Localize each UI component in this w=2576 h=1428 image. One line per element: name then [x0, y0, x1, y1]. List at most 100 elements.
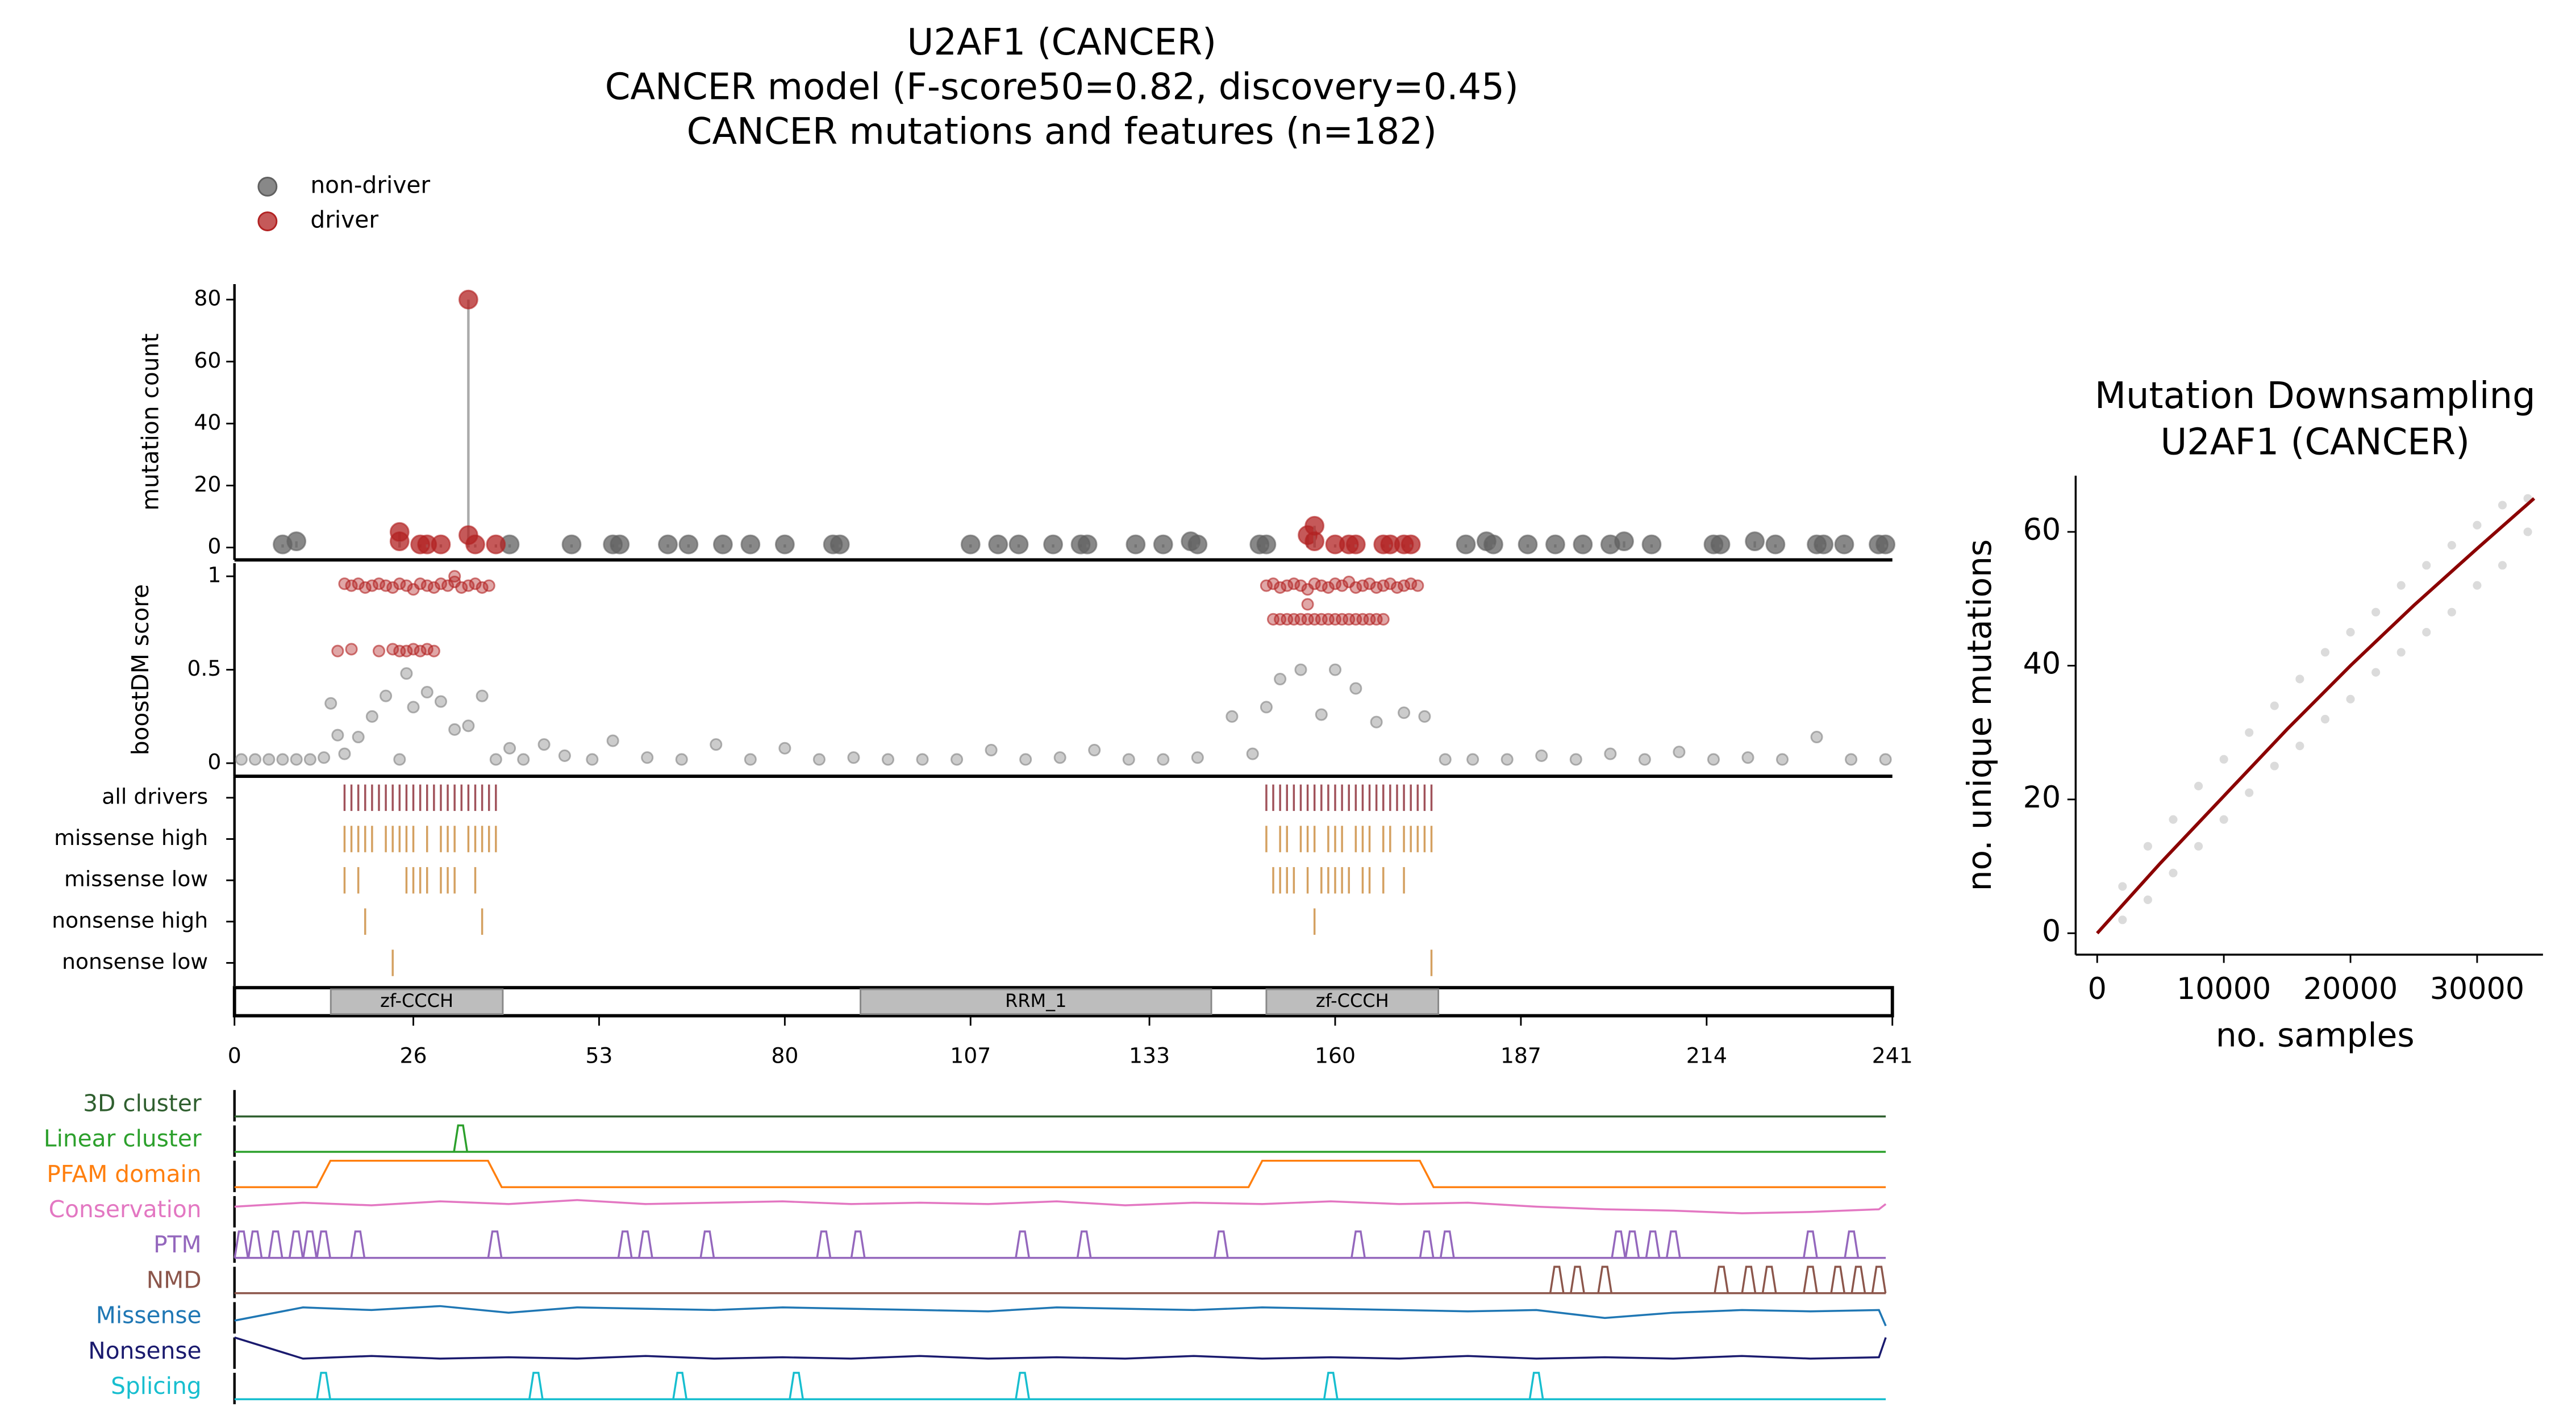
legend-label: non-driver [310, 171, 430, 198]
point [324, 697, 337, 710]
point [1439, 753, 1452, 766]
point [1363, 577, 1376, 590]
point [1187, 534, 1208, 555]
track-peak [699, 1230, 715, 1258]
point [812, 753, 826, 766]
point [400, 667, 413, 680]
point [1810, 730, 1823, 744]
point [1573, 534, 1593, 555]
point [1483, 534, 1503, 555]
track-peak [1624, 1230, 1640, 1258]
legend-marker [257, 211, 278, 231]
point [465, 534, 485, 555]
sample-point [2219, 755, 2228, 764]
point [303, 753, 316, 766]
point [1322, 581, 1335, 594]
track-label: Splicing [111, 1372, 202, 1400]
point [400, 579, 413, 592]
track-peak [1871, 1265, 1887, 1294]
track-label: PTM [153, 1231, 201, 1258]
point [393, 753, 406, 766]
point [1398, 706, 1411, 719]
y-axis-label: mutation count [136, 334, 164, 511]
domain-label: zf-CCCH [1316, 990, 1389, 1011]
sample-point [2169, 815, 2178, 824]
track-peak [528, 1372, 544, 1400]
point [1641, 534, 1662, 555]
track-peak [453, 1124, 469, 1152]
point [830, 534, 850, 555]
point [1077, 534, 1098, 555]
x-tick-label: 53 [585, 1043, 612, 1068]
track-peak [288, 1230, 304, 1258]
sample-point [2346, 694, 2355, 703]
sample-point [2523, 527, 2532, 536]
track-label: 3D cluster [83, 1089, 202, 1117]
point [489, 753, 502, 766]
point [1304, 531, 1325, 552]
point [1814, 534, 1834, 555]
track-peak [1803, 1230, 1818, 1258]
row-label: missense high [54, 825, 208, 850]
point [389, 531, 410, 552]
point [1053, 751, 1066, 764]
track-peak [1015, 1230, 1030, 1258]
point [1274, 673, 1287, 686]
point [352, 730, 365, 744]
trend-line [2096, 497, 2536, 935]
point [503, 742, 516, 755]
y-tick-label: 0 [207, 534, 221, 559]
point [276, 753, 289, 766]
x-tick-label: 30000 [2430, 972, 2524, 1006]
point [448, 723, 461, 736]
point [558, 749, 571, 762]
point [431, 534, 451, 555]
point [1256, 534, 1277, 555]
point [1088, 743, 1101, 757]
point [1535, 749, 1548, 762]
track-line [234, 1337, 1887, 1360]
sample-point [2371, 668, 2381, 677]
point [1710, 534, 1731, 555]
domain-label: zf-CCCH [380, 990, 453, 1011]
point [441, 579, 455, 592]
track-peak [1803, 1265, 1818, 1294]
sample-point [2396, 648, 2406, 657]
point [1226, 710, 1239, 723]
sample-point [2422, 628, 2431, 637]
x-tick-label: 187 [1500, 1043, 1541, 1068]
point [675, 753, 688, 766]
x-tick-label: 0 [2088, 972, 2107, 1006]
chart-title: Mutation Downsampling [2095, 375, 2536, 417]
point [988, 534, 1008, 555]
point [1345, 534, 1366, 555]
sample-point [2498, 561, 2507, 570]
track-peak [1570, 1265, 1585, 1294]
point [744, 753, 757, 766]
track-peak [1213, 1230, 1229, 1258]
point [482, 579, 495, 592]
track-peak [302, 1230, 318, 1258]
point [1246, 747, 1259, 760]
point [1126, 534, 1146, 555]
point [1765, 534, 1786, 555]
point [1349, 682, 1362, 695]
y-axis-label: boostDM score [127, 584, 154, 755]
point [951, 753, 964, 766]
point [1294, 663, 1307, 676]
point [486, 534, 506, 555]
point [1834, 534, 1854, 555]
track-line [234, 1159, 1886, 1188]
point [331, 728, 344, 742]
track-peak [617, 1230, 633, 1258]
legend-marker [257, 177, 278, 197]
point [345, 643, 358, 656]
point [1614, 531, 1634, 552]
point [407, 701, 420, 714]
chart-title: CANCER mutations and features (n=182) [687, 111, 1437, 153]
track-peak [1323, 1372, 1339, 1400]
track-peak [1439, 1230, 1455, 1258]
point [1019, 753, 1032, 766]
point [985, 743, 998, 757]
